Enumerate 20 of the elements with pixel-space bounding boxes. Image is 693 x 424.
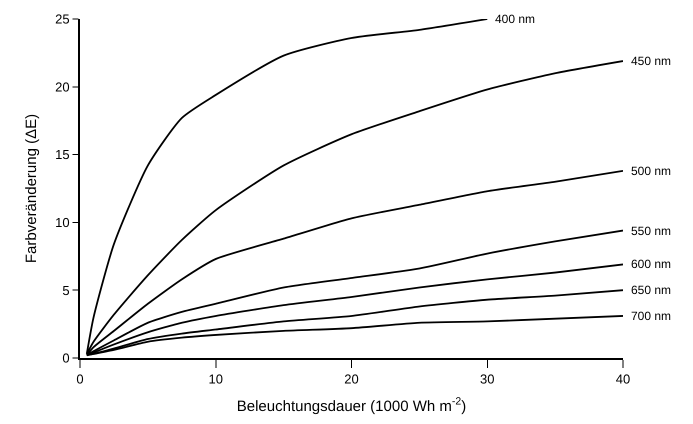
y-tick-label: 0	[62, 350, 70, 366]
x-tick-label: 30	[480, 371, 494, 386]
series-label: 650 nm	[631, 283, 672, 297]
y-tick-label: 10	[55, 214, 70, 230]
y-tick-label: 20	[55, 79, 70, 94]
y-tick-label: 25	[55, 12, 70, 27]
series-label: 400 nm	[495, 12, 536, 26]
y-tick-label: 15	[55, 147, 70, 162]
x-tick-label: 40	[616, 371, 630, 386]
x-axis-title: Beleuchtungsdauer (1000 Wh m$^{-2}$)	[236, 396, 466, 415]
series-label: 450 nm	[631, 54, 672, 68]
series-label: 550 nm	[631, 224, 672, 238]
x-tick-label: 0	[76, 371, 84, 386]
series-label: 500 nm	[631, 164, 672, 178]
x-tick-label: 20	[344, 371, 359, 386]
series-label: 600 nm	[631, 257, 672, 271]
y-tick-label: 5	[62, 282, 70, 298]
series-label: 700 nm	[631, 309, 672, 323]
x-tick-label: 10	[208, 371, 223, 386]
y-axis-title: Farbveränderung (ΔE)	[22, 114, 40, 264]
